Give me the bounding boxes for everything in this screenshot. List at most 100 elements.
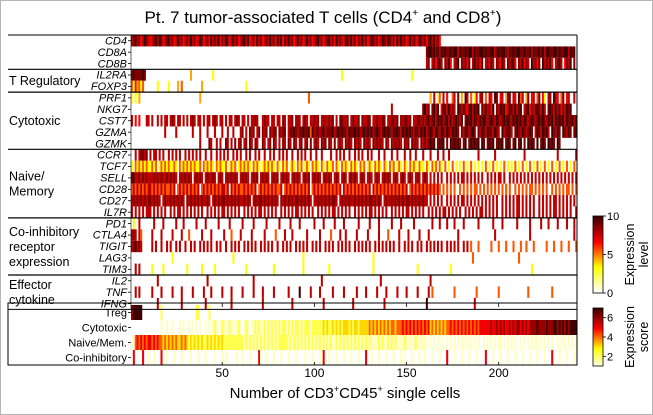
- heatmap-cell: [372, 115, 377, 127]
- heatmap-cell: [210, 240, 213, 253]
- heatmap-cell: [337, 35, 340, 47]
- heatmap-cell: [230, 160, 233, 173]
- heatmap-cell: [475, 286, 478, 298]
- heatmap-cell: [541, 57, 545, 70]
- heatmap-cell: [206, 240, 209, 253]
- heatmap-cell: [287, 35, 290, 47]
- heatmap-cell: [414, 320, 417, 335]
- heatmap-cell: [540, 115, 543, 127]
- heatmap-cell: [311, 240, 314, 253]
- heatmap-cell: [436, 137, 439, 150]
- heatmap-cell: [177, 195, 180, 207]
- heatmap-cell: [499, 137, 502, 150]
- heatmap-cell: [226, 126, 229, 138]
- heatmap-cell: [412, 183, 416, 196]
- heatmap-cell: [484, 350, 487, 365]
- heatmap-cell: [427, 229, 430, 241]
- heatmap-cell: [142, 195, 145, 207]
- heatmap-cell: [330, 335, 333, 350]
- heatmap-cell: [436, 195, 439, 207]
- heatmap-cell: [291, 149, 294, 161]
- gene-label: IL2RA: [96, 70, 127, 82]
- heatmap-cell: [506, 57, 510, 70]
- score-colorbar-swatch: [593, 332, 603, 335]
- heatmap-cell: [479, 320, 491, 335]
- heatmap-cell: [501, 126, 504, 138]
- heatmap-cell: [547, 103, 550, 116]
- heatmap-cell: [488, 92, 491, 104]
- heatmap-cell: [403, 137, 406, 150]
- heatmap-cell: [435, 160, 438, 173]
- heatmap-cell: [326, 35, 329, 47]
- heatmap-cell: [571, 172, 574, 184]
- heatmap-cell: [477, 172, 480, 184]
- heatmap-cell: [488, 115, 491, 127]
- heatmap-cell: [169, 335, 172, 350]
- heatmap-cell: [138, 160, 141, 173]
- heatmap-cell: [418, 183, 421, 196]
- heatmap-cell: [138, 183, 141, 196]
- heatmap-cell: [147, 160, 152, 173]
- heatmap-cell: [547, 160, 550, 173]
- heatmap-cell: [429, 335, 432, 350]
- heatmap-cell: [365, 286, 368, 298]
- heatmap-cell: [516, 217, 519, 230]
- heatmap-cell: [339, 115, 344, 127]
- heatmap-cell: [477, 115, 480, 127]
- heatmap-cell: [265, 160, 268, 173]
- heatmap-cell: [457, 240, 460, 253]
- heatmap-cell: [186, 35, 189, 47]
- heatmap-cell: [396, 195, 399, 207]
- heatmap-cell: [497, 57, 500, 70]
- heatmap-cell: [453, 103, 456, 116]
- heatmap-cell: [521, 57, 524, 70]
- heatmap-cell: [562, 126, 565, 138]
- heatmap-cell: [248, 137, 251, 150]
- heatmap-cell: [475, 350, 478, 365]
- heatmap-cell: [468, 350, 471, 365]
- heatmap-cell: [212, 69, 215, 81]
- heatmap-cell: [447, 57, 451, 70]
- heatmap-cell: [416, 286, 419, 298]
- heatmap-cell: [446, 172, 449, 184]
- heatmap-cell: [396, 320, 403, 335]
- heatmap-cell: [409, 115, 412, 127]
- heatmap-cell: [339, 149, 342, 161]
- heatmap-cell: [272, 195, 275, 207]
- heatmap-cell: [492, 350, 495, 365]
- heatmap-cell: [136, 160, 139, 173]
- heatmap-cell: [147, 183, 152, 196]
- heatmap-cell: [199, 320, 202, 335]
- heatmap-cell: [405, 160, 408, 173]
- heatmap-cell: [156, 115, 159, 127]
- heatmap-cell: [295, 115, 298, 127]
- heatmap-cell: [142, 172, 145, 184]
- heatmap-cell: [158, 195, 161, 207]
- heatmap-cell: [250, 229, 253, 241]
- heatmap-cell: [335, 35, 338, 47]
- heatmap-cell: [315, 35, 318, 47]
- heatmap-cell: [354, 335, 357, 350]
- heatmap-cell: [377, 137, 380, 150]
- heatmap-cell: [540, 46, 543, 58]
- expression-colorbar-swatch: [593, 244, 603, 248]
- heatmap-cell: [436, 335, 439, 350]
- heatmap-cell: [392, 350, 395, 365]
- heatmap-cell: [263, 149, 266, 161]
- heatmap-cell: [224, 183, 228, 196]
- heatmap-cell: [418, 320, 421, 335]
- heatmap-cell: [278, 217, 281, 230]
- heatmap-cell: [499, 57, 502, 70]
- heatmap-cell: [230, 35, 233, 47]
- heatmap-cell: [267, 335, 270, 350]
- heatmap-cell: [453, 286, 456, 298]
- heatmap-cell: [363, 335, 366, 350]
- heatmap-cell: [560, 92, 563, 104]
- heatmap-cell: [470, 92, 473, 104]
- heatmap-cell: [416, 35, 419, 47]
- heatmap-cell: [188, 320, 191, 335]
- heatmap-cell: [212, 172, 215, 184]
- heatmap-cell: [309, 126, 312, 138]
- heatmap-cell: [145, 206, 152, 218]
- heatmap-cell: [466, 92, 469, 104]
